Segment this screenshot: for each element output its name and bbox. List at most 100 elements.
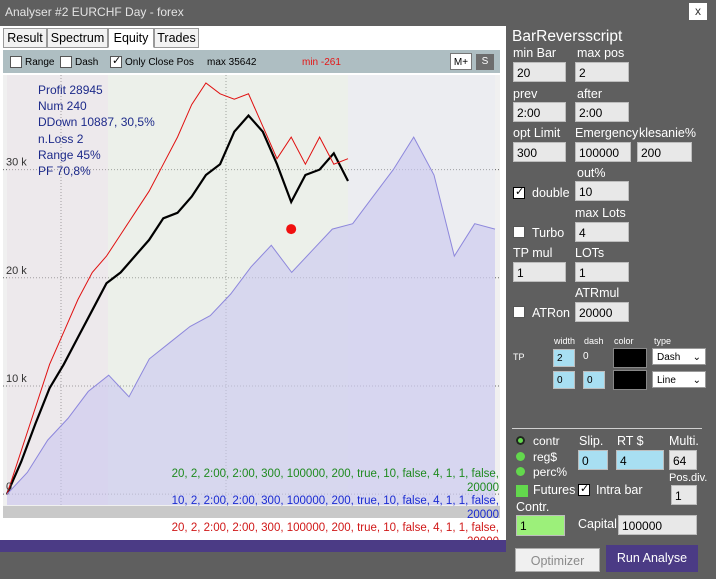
tp-type-select-1[interactable]: Dash ⌄	[652, 348, 706, 365]
tab-equity[interactable]: Equity	[108, 28, 154, 48]
max-pos-field[interactable]: 2	[575, 62, 629, 82]
posdiv-field[interactable]: 1	[671, 485, 697, 505]
chevron-down-icon: ⌄	[692, 375, 701, 386]
stat-line: PF 70,8%	[38, 164, 91, 179]
klesanie-label: klesanie%	[639, 126, 696, 140]
double-checkbox[interactable]: ✓	[513, 186, 525, 199]
stat-line: Profit 28945	[38, 83, 103, 97]
perc-radio[interactable]	[516, 467, 525, 476]
series-line	[5, 113, 349, 495]
emergency-field[interactable]: 100000	[575, 142, 631, 162]
optimizer-button[interactable]: Optimizer	[515, 548, 600, 572]
turbo-checkbox[interactable]	[513, 226, 525, 238]
range-checkbox[interactable]	[10, 56, 22, 68]
close-button[interactable]: x	[689, 3, 707, 20]
tp-mul-field[interactable]: 1	[513, 262, 566, 282]
lots-field[interactable]: 1	[575, 262, 629, 282]
param-lines: 20, 2, 2:00, 2:00, 300, 100000, 200, tru…	[170, 468, 499, 549]
opt-limit-field[interactable]: 300	[513, 142, 566, 162]
stat-line: Num 240	[38, 99, 87, 114]
rt-field[interactable]: 4	[616, 450, 664, 470]
slip-field[interactable]: 0	[578, 450, 608, 470]
max-lots-label: max Lots	[575, 206, 626, 220]
max-value: max 35642	[207, 57, 257, 68]
tp-type-select-2[interactable]: Line ⌄	[652, 371, 706, 388]
capital-field[interactable]: 100000	[618, 515, 697, 535]
futures-checkbox[interactable]	[516, 485, 528, 497]
prev-label: prev	[513, 87, 538, 101]
tp-dash-header: dash	[584, 336, 604, 346]
contr-label: contr	[533, 434, 560, 448]
tp-color-swatch-2[interactable]	[613, 370, 647, 390]
min-bar-field[interactable]: 20	[513, 62, 566, 82]
s-button[interactable]: S	[476, 54, 494, 70]
tp-dash-value-1[interactable]: 0	[583, 351, 589, 362]
tab-spectrum[interactable]: Spectrum	[47, 28, 108, 48]
only-close-checkbox[interactable]: ✓	[110, 55, 122, 68]
series-area	[7, 137, 495, 505]
intra-bar-checkbox[interactable]: ✓	[578, 483, 590, 496]
tp-color-header: color	[614, 336, 634, 346]
dash-label: Dash	[75, 57, 99, 68]
range-label: Range	[25, 57, 55, 68]
y-tick-label: 30 k	[6, 157, 27, 169]
min-bar-label: min Bar	[513, 46, 557, 60]
out-pct-label: out%	[577, 166, 606, 180]
series-line	[6, 82, 349, 495]
equity-chart: 010 k20 k30 k20162017	[3, 75, 500, 518]
after-label: after	[577, 87, 603, 101]
contr-qty-field[interactable]: 1	[516, 515, 565, 536]
y-tick-label: 20 k	[6, 265, 27, 277]
tp-dash-field-2[interactable]: 0	[583, 371, 605, 389]
tp-type-header: type	[654, 336, 672, 346]
chevron-down-icon: ⌄	[692, 352, 701, 363]
turbo-label: Turbo	[532, 226, 565, 240]
only-close-label: Only Close Pos	[125, 57, 194, 68]
double-label: double	[532, 186, 570, 200]
divider	[512, 428, 702, 429]
prev-field[interactable]: 2:00	[513, 102, 566, 122]
run-analyse-button[interactable]: Run Analyse	[606, 545, 698, 572]
futures-label: Futures	[533, 483, 576, 497]
multi-label: Multi.	[669, 434, 699, 448]
tp-width-field-1[interactable]: 2	[553, 349, 575, 367]
posdiv-label: Pos.div.	[669, 472, 708, 484]
atr-on-checkbox[interactable]	[513, 306, 525, 318]
tp-width-field-2[interactable]: 0	[553, 371, 575, 389]
y-tick-label: 10 k	[6, 373, 27, 385]
min-point-marker	[286, 224, 297, 235]
param-line: 20, 2, 2:00, 2:00, 300, 100000, 200, tru…	[171, 468, 499, 494]
tp-mul-label: TP mul	[513, 246, 553, 260]
reg-radio[interactable]	[516, 452, 525, 461]
tab-trades[interactable]: Trades	[154, 28, 199, 48]
stat-line: DDown 10887, 30,5%	[38, 115, 155, 130]
contr-qty-label: Contr.	[516, 500, 550, 514]
stat-line: n.Loss 2	[38, 131, 84, 146]
reg-label: reg$	[533, 450, 558, 464]
atr-on-label: ATRon	[532, 306, 570, 320]
tab-result[interactable]: Result	[3, 28, 47, 48]
tp-width-header: width	[554, 336, 576, 346]
status-bar	[0, 540, 506, 552]
after-field[interactable]: 2:00	[575, 102, 629, 122]
atr-mul-field[interactable]: 20000	[575, 302, 629, 322]
tp-label: TP	[513, 352, 525, 362]
klesanie-field[interactable]: 200	[637, 142, 692, 162]
m-plus-button[interactable]: M+	[450, 53, 472, 70]
slip-label: Slip.	[579, 434, 604, 448]
y-tick-label: 0	[6, 481, 12, 493]
chart-options-bar	[3, 50, 500, 73]
series-line	[6, 136, 496, 495]
multi-field[interactable]: 64	[669, 450, 697, 470]
rt-label: RT $	[617, 434, 644, 448]
dash-checkbox[interactable]	[60, 56, 72, 68]
tp-color-swatch-1[interactable]	[613, 348, 647, 368]
out-pct-field[interactable]: 10	[575, 181, 629, 201]
window-title: Analyser #2 EURCHF Day - forex	[5, 5, 184, 19]
max-lots-field[interactable]: 4	[575, 222, 629, 242]
intra-bar-label: Intra bar	[596, 483, 643, 497]
param-line: 10, 2, 2:00, 2:00, 300, 100000, 200, tru…	[171, 495, 499, 521]
contr-radio[interactable]	[516, 436, 525, 445]
title-bar	[0, 0, 716, 26]
min-value: min -261	[302, 57, 341, 68]
